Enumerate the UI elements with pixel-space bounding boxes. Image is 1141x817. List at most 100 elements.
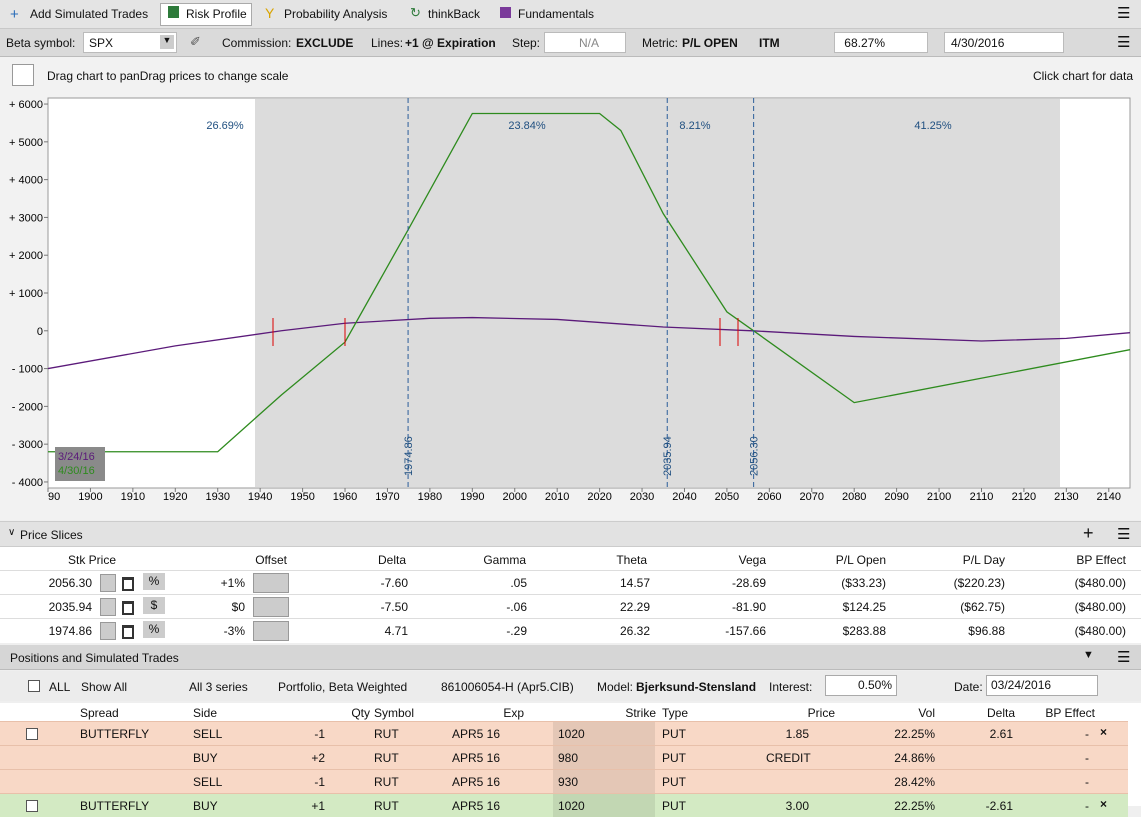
toolbar: Beta symbol: SPX ▼ ✐ Commission: EXCLUDE … <box>0 29 1141 57</box>
cell: +1 <box>311 799 325 813</box>
value[interactable]: EXCLUDE <box>296 36 354 50</box>
step-input[interactable]: N/A <box>544 32 626 53</box>
column-header: Strike <box>625 706 656 720</box>
cell: -7.60 <box>380 576 408 590</box>
offset-type[interactable]: $ <box>143 597 165 614</box>
tab[interactable]: Risk Profile <box>186 7 247 21</box>
position-row[interactable]: BUTTERFLY BUY +1 RUT APR5 16 1020 PUT 3.00 22.25… <box>0 793 1128 817</box>
cell: 930 <box>558 775 579 789</box>
add-icon[interactable]: + <box>1083 523 1094 543</box>
y-tick-label: - 2000 <box>12 401 43 413</box>
filter[interactable]: All 3 series <box>189 680 248 694</box>
risk-chart[interactable]: 1890 1900 1910 1920 1930 1940 1950 1960 1970 1980… <box>0 90 1141 520</box>
spinner[interactable] <box>253 573 289 593</box>
value: 4/30/2016 <box>951 36 1005 50</box>
menu-icon[interactable]: ☰ <box>1117 649 1131 666</box>
remove-icon[interactable]: × <box>1100 797 1108 811</box>
slices-table: Stk Price Offset Delta Gamma Theta Vega P/L Op… <box>0 547 1141 643</box>
cell: 2.61 <box>989 727 1013 741</box>
spinner[interactable] <box>100 574 116 592</box>
filter[interactable]: Bjerksund-Stensland <box>636 680 757 694</box>
column-header: Vega <box>738 553 766 567</box>
position-row[interactable]: BUY +2 RUT APR5 16 980 PUT CREDIT 24.86% - <box>0 745 1128 769</box>
filter[interactable]: Portfolio, Beta Weighted <box>278 680 408 694</box>
value: 68.27% <box>844 36 885 50</box>
spinner[interactable] <box>100 622 116 640</box>
label: Commission: <box>222 36 292 50</box>
filter[interactable]: ALL <box>49 680 71 694</box>
value: N/A <box>578 36 599 50</box>
date-input[interactable]: 4/30/2016 <box>944 32 1064 53</box>
cell: -28.69 <box>731 576 766 590</box>
column-header: P/L Day <box>962 553 1005 567</box>
cell: 22.29 <box>619 600 650 614</box>
cell: BUY <box>193 751 218 765</box>
remove-icon[interactable]: × <box>1100 725 1108 739</box>
cell: -1 <box>314 727 325 741</box>
lock-icon[interactable] <box>122 601 134 615</box>
tab[interactable]: Probability Analysis <box>284 7 388 21</box>
collapse-icon[interactable]: ▼ <box>1083 649 1094 661</box>
y-tick-label: + 4000 <box>9 175 43 187</box>
column-header: P/L Open <box>835 553 886 567</box>
offset-type[interactable]: % <box>143 573 165 590</box>
cell: -.06 <box>506 600 527 614</box>
beta-select[interactable]: SPX ▼ <box>83 32 177 53</box>
filter[interactable]: 861006054-H (Apr5.CIB) <box>441 680 574 694</box>
filter[interactable]: Show All <box>81 680 128 694</box>
column-header: BP Effect <box>1045 706 1095 720</box>
column-header: Theta <box>616 553 647 567</box>
plus-icon: + <box>10 6 19 23</box>
cell: PUT <box>662 799 686 813</box>
offset-type[interactable]: % <box>143 621 165 638</box>
hint: Click chart for data <box>1032 69 1133 83</box>
cell-bg <box>553 746 655 769</box>
column-header: Vol <box>918 706 935 720</box>
cell: BUTTERFLY <box>80 727 150 741</box>
checkbox[interactable] <box>26 728 38 740</box>
x-tick-label: 2020 <box>587 491 611 503</box>
cell: -1 <box>314 775 325 789</box>
position-row[interactable]: BUTTERFLY SELL -1 RUT APR5 16 1020 PUT 1.85 22.2… <box>0 721 1128 745</box>
spinner[interactable] <box>253 597 289 617</box>
value[interactable]: P/L OPEN <box>682 36 738 50</box>
value[interactable]: +1 @ Expiration <box>405 36 496 50</box>
chart-icon[interactable] <box>12 64 34 86</box>
position-row[interactable]: SELL -1 RUT APR5 16 930 PUT 28.42% - <box>0 769 1128 793</box>
column-header: Price <box>807 706 835 720</box>
pct-input[interactable]: 68.27% <box>834 32 928 53</box>
value[interactable]: ITM <box>759 36 780 50</box>
tab[interactable]: Add Simulated Trades <box>30 7 149 21</box>
column-header: Type <box>662 706 689 720</box>
menu-icon[interactable]: ☰ <box>1117 34 1131 51</box>
spinner[interactable] <box>253 621 289 641</box>
lock-icon[interactable] <box>122 625 134 639</box>
checkbox[interactable] <box>28 680 40 692</box>
slice-row: 2035.94 $ $0 -7.50 -.06 22.29 -81.90 $124.25 ($6… <box>0 594 1141 618</box>
lock-icon[interactable] <box>122 577 134 591</box>
x-tick-label: 2030 <box>630 491 654 503</box>
menu-icon[interactable]: ☰ <box>1117 526 1131 543</box>
tab[interactable]: Fundamentals <box>518 7 595 21</box>
cell: - <box>1085 775 1089 789</box>
legend-entry: 3/24/16 <box>58 451 95 463</box>
cell-bg <box>553 722 655 745</box>
input[interactable]: 03/24/2016 <box>986 675 1098 696</box>
x-tick-label: 2110 <box>970 491 994 503</box>
input[interactable]: 0.50% <box>825 675 897 696</box>
y-tick-label: - 1000 <box>12 364 43 376</box>
menu-icon[interactable]: ☰ <box>1117 5 1131 22</box>
probability-range <box>255 99 1060 487</box>
hint-bar: Drag chart to panDrag prices to change s… <box>0 57 1141 94</box>
section-title: Positions and Simulated Trades <box>10 651 179 665</box>
tab[interactable]: thinkBack <box>428 7 481 21</box>
column-header: Qty <box>351 706 370 720</box>
cell: 4.71 <box>384 624 408 638</box>
spinner[interactable] <box>100 598 116 616</box>
link-icon[interactable]: ✐ <box>190 34 201 49</box>
collapse-icon[interactable]: ∨ <box>8 527 16 538</box>
pl-line <box>48 316 1130 370</box>
checkbox[interactable] <box>26 800 38 812</box>
cell: ($480.00) <box>1074 600 1126 614</box>
x-tick-label: 1990 <box>460 491 484 503</box>
